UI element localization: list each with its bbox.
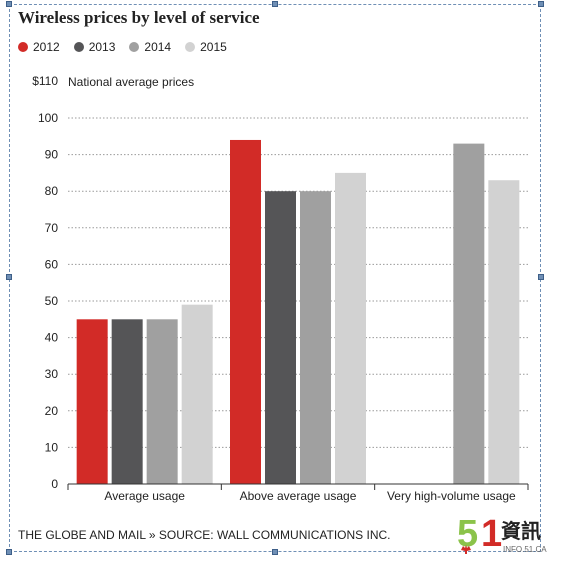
site-watermark: 5 1 資訊 INFO.51.CA — [457, 513, 547, 555]
y-axis-title: National average prices — [68, 75, 194, 89]
x-category-label-0: Average usage — [104, 489, 185, 503]
resize-handle-middle-right[interactable] — [538, 274, 544, 280]
bar-2014-above-average-usage — [300, 191, 331, 484]
legend-label-2015: 2015 — [200, 40, 227, 54]
resize-handle-top-left[interactable] — [6, 1, 12, 7]
legend-item-2013: 2013 — [73, 40, 116, 54]
x-category-label-1: Above average usage — [240, 489, 357, 503]
watermark-chinese: 資訊 — [501, 519, 541, 543]
legend-swatch-2015 — [185, 42, 196, 52]
resize-handle-bottom-left[interactable] — [6, 549, 12, 555]
bar-2015-very-high-volume-usage — [488, 180, 520, 484]
x-category-label-2: Very high-volume usage — [387, 489, 516, 503]
y-tick-label-10: 10 — [45, 440, 59, 454]
y-tick-label-20: 20 — [45, 404, 59, 418]
legend-swatch-2014 — [129, 42, 140, 52]
legend-item-2012: 2012 — [18, 40, 60, 54]
y-tick-label-70: 70 — [45, 221, 59, 235]
bar-2013-average-usage — [111, 319, 143, 484]
y-tick-label-100: 100 — [38, 111, 58, 125]
legend-item-2015: 2015 — [185, 40, 227, 54]
watermark-site: INFO.51.CA — [503, 545, 547, 554]
resize-handle-middle-left[interactable] — [6, 274, 12, 280]
watermark-digit-5: 5 — [457, 513, 478, 555]
chart-legend: 2012 2013 2014 2015 — [18, 40, 227, 54]
y-tick-label-0: 0 — [51, 477, 58, 491]
bars — [76, 139, 520, 484]
bar-2014-very-high-volume-usage — [453, 143, 485, 484]
axes: 0 10 20 30 40 50 60 70 80 90 100 $110 Average usage A… — [32, 74, 529, 503]
legend-swatch-2012 — [18, 42, 28, 52]
legend-item-2014: 2014 — [129, 40, 171, 54]
y-tick-label-90: 90 — [45, 148, 59, 162]
bar-2015-average-usage — [181, 304, 213, 484]
legend-label-2012: 2012 — [33, 40, 60, 54]
y-tick-label-30: 30 — [45, 367, 59, 381]
bar-2012-average-usage — [76, 319, 108, 484]
legend-label-2013: 2013 — [88, 40, 116, 54]
resize-handle-top-right[interactable] — [538, 1, 544, 7]
bar-2013-above-average-usage — [265, 191, 296, 484]
y-tick-label-60: 60 — [45, 257, 59, 271]
maple-leaf-icon — [461, 545, 471, 554]
source-footer: THE GLOBE AND MAIL » SOURCE: WALL COMMUN… — [18, 528, 391, 542]
resize-handle-top-middle[interactable] — [272, 1, 278, 7]
bar-2015-above-average-usage — [335, 172, 366, 484]
bar-2012-above-average-usage — [230, 139, 261, 484]
y-tick-label-80: 80 — [45, 184, 59, 198]
resize-handle-bottom-middle[interactable] — [272, 549, 278, 555]
y-tick-label-50: 50 — [45, 294, 59, 308]
watermark-digit-1: 1 — [481, 513, 502, 555]
bar-2014-average-usage — [146, 319, 178, 484]
legend-label-2014: 2014 — [144, 40, 172, 54]
y-tick-label-40: 40 — [45, 331, 59, 345]
chart-title: Wireless prices by level of service — [18, 8, 260, 27]
y-tick-label-110: $110 — [32, 74, 58, 88]
legend-swatch-2013 — [73, 42, 84, 52]
